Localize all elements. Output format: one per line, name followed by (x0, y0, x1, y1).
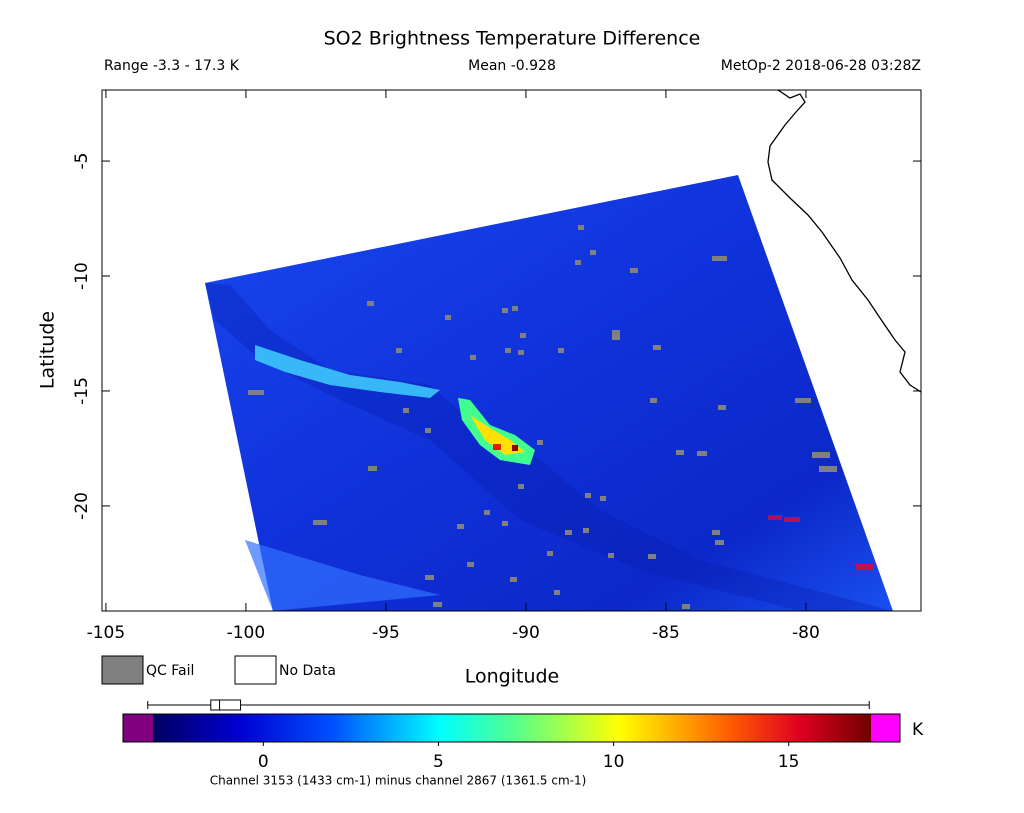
legend-label: No Data (279, 663, 336, 679)
legend-label: QC Fail (146, 663, 194, 679)
mean-label: Mean -0.928 (468, 58, 556, 74)
colorbar (153, 714, 871, 742)
x-tick-label: -100 (227, 623, 266, 643)
pixel (784, 517, 800, 522)
qc-fail-pixels (248, 225, 837, 609)
plume-max (493, 444, 501, 450)
plume-tail (255, 345, 440, 398)
colorbar-over (871, 714, 900, 742)
legend-swatch-nodata (234, 655, 277, 685)
y-tick-label: -10 (72, 262, 92, 290)
colorbar-tick-label: 0 (258, 752, 269, 772)
x-tick-label: -85 (652, 623, 680, 643)
plume-core (470, 415, 525, 455)
map-frame (101, 89, 922, 612)
x-tick-label: -90 (512, 623, 540, 643)
plume-max (512, 445, 518, 451)
coastline (767, 90, 921, 393)
boxplot-box (210, 699, 242, 711)
colorbar-tick-label: 5 (433, 752, 444, 772)
colorbar-unit: K (912, 720, 924, 740)
swath (205, 175, 893, 611)
colorbar-tick-label: 10 (603, 752, 625, 772)
x-tick-label: -105 (87, 623, 126, 643)
pixel (768, 515, 782, 520)
x-tick-label: -95 (372, 623, 400, 643)
bright-region (245, 540, 440, 611)
colorbar-caption: Channel 3153 (1433 cm-1) minus channel 2… (210, 774, 587, 788)
map-image (205, 90, 921, 611)
y-tick-label: -15 (72, 377, 92, 405)
y-tick-label: -20 (72, 492, 92, 520)
source-label: MetOp-2 2018-06-28 03:28Z (721, 58, 921, 74)
range-label: Range -3.3 - 17.3 K (104, 58, 240, 74)
colorbar-under (123, 714, 153, 742)
pixel (856, 564, 874, 570)
title: SO2 Brightness Temperature Difference (324, 28, 701, 50)
y-axis-label: Latitude (37, 311, 59, 389)
y-tick-label: -5 (72, 153, 92, 170)
x-tick-label: -80 (792, 623, 820, 643)
x-axis-label: Longitude (465, 666, 560, 688)
legend-swatch-qc (101, 655, 144, 685)
colorbar-frame (122, 713, 901, 743)
colorbar-tick-label: 15 (778, 752, 800, 772)
